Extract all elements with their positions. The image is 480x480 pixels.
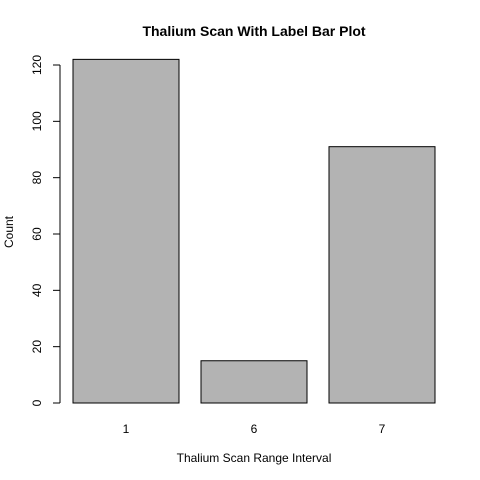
bars-group xyxy=(72,58,436,404)
y-tick-label-40: 40 xyxy=(30,283,44,297)
x-axis-label: Thalium Scan Range Interval xyxy=(177,451,332,465)
bar-6 xyxy=(200,360,308,404)
bar-7 xyxy=(328,146,436,404)
y-tick-label-20: 20 xyxy=(30,340,44,354)
y-tick-label-0: 0 xyxy=(30,399,44,406)
bar-1 xyxy=(72,58,180,404)
x-tick-label-6: 6 xyxy=(251,422,258,436)
y-tick-label-100: 100 xyxy=(30,111,44,131)
y-tick-label-120: 120 xyxy=(30,55,44,75)
y-tick-label-60: 60 xyxy=(30,227,44,241)
y-axis-label: Count xyxy=(2,215,16,248)
chart-title: Thalium Scan With Label Bar Plot xyxy=(142,23,365,39)
x-axis: 1 6 7 xyxy=(123,422,386,436)
x-tick-label-7: 7 xyxy=(379,422,386,436)
x-tick-label-1: 1 xyxy=(123,422,130,436)
y-tick-label-80: 80 xyxy=(30,171,44,185)
y-axis: 0 20 40 60 80 100 120 xyxy=(30,55,61,406)
